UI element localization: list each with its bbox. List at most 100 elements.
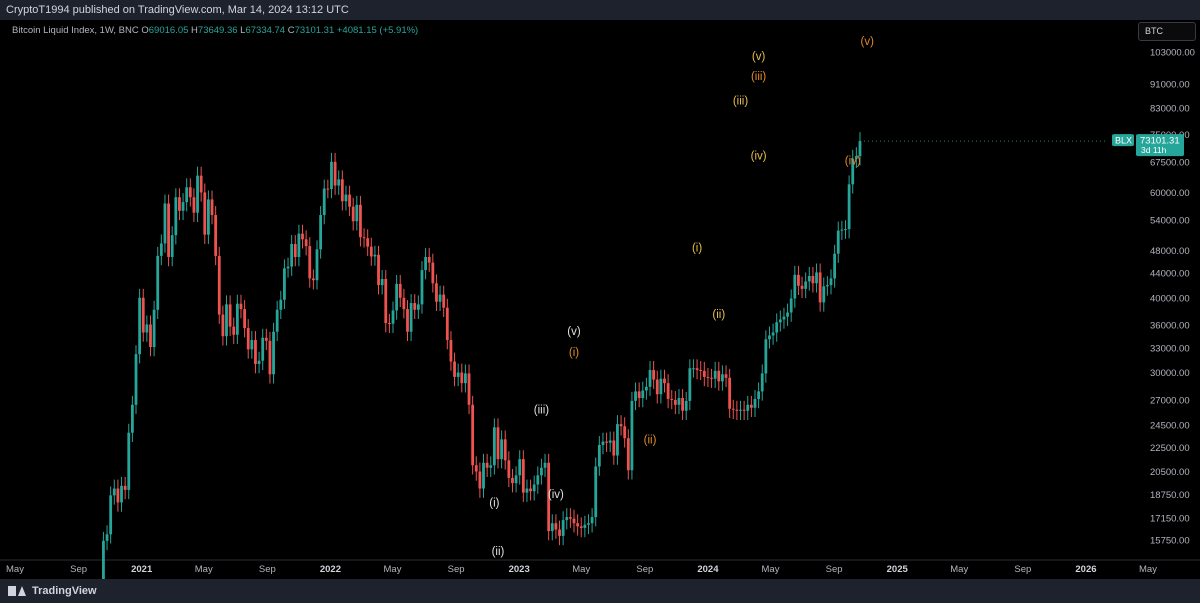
candle-body [579,526,583,528]
x-tick-label: May [762,564,780,575]
candle-body [123,485,127,490]
wave-label: (i) [569,347,579,359]
candle-body [315,249,319,281]
candle-body [753,398,757,408]
candle-body [583,524,587,528]
candle-body [587,523,590,525]
candle-body [778,319,782,323]
candle-body [637,391,641,399]
candle-body [196,175,199,213]
candle-body [138,297,142,355]
candle-body [275,309,279,332]
candle-body [272,331,275,375]
candle-body [279,299,283,310]
candle-body [297,233,301,257]
x-tick-label: 2021 [131,564,153,575]
candle-body [427,256,431,263]
candle-body [836,230,840,254]
candle-body [359,204,362,238]
wave-label: (iv) [845,156,861,168]
candle-body [576,523,580,527]
candle-body [847,184,851,230]
candle-body [326,188,330,190]
candle-body [782,316,786,320]
candle-body [710,377,713,379]
price-chart[interactable]: 103000.0091000.0083000.0075000.0067500.0… [0,20,1200,603]
y-tick-label: 20500.00 [1150,467,1190,478]
price-tag-countdown: 3d 11h [1141,145,1167,155]
candle-body [568,517,572,519]
candle-body [254,340,257,365]
candle-body [235,303,239,335]
x-tick-label: 2026 [1075,564,1096,575]
candle-body [572,518,576,524]
candle-body [811,275,815,284]
candle-body [858,141,862,157]
y-tick-label: 103000.00 [1150,48,1195,59]
candle-body [264,337,268,341]
x-tick-label: May [384,564,402,575]
price-tag-symbol: BLX [1115,136,1132,146]
candle-body [127,432,131,490]
candle-body [550,523,554,532]
wave-label: (v) [752,51,766,63]
candle-body [594,466,598,518]
chart-area[interactable]: 103000.0091000.0083000.0075000.0067500.0… [0,20,1200,603]
legend-close: 73101.31 [294,25,335,36]
candle-body [644,386,648,391]
price-tag-price: 73101.31 [1140,136,1180,147]
candle-body [308,246,312,279]
candle-body [721,374,724,382]
candle-body [456,372,460,377]
candle-body [626,438,630,471]
wave-label: (ii) [712,309,725,321]
y-tick-label: 36000.00 [1150,321,1190,332]
candle-body [453,361,456,377]
y-tick-label: 54000.00 [1150,215,1190,226]
candle-body [525,488,529,493]
candle-body [702,370,706,377]
candle-body [311,278,315,281]
series-legend: Bitcoin Liquid Index, 1W, BNC O69016.05 … [12,25,418,36]
candle-body [478,471,482,489]
footer-bar: TradingView [0,579,1200,603]
candle-body [239,303,243,310]
candle-body [322,188,326,216]
candle-body [185,187,189,203]
candle-body [619,424,623,427]
candle-body [409,303,413,332]
candle-body [377,254,380,286]
candle-body [214,215,218,256]
price-scale [1108,20,1200,579]
y-tick-label: 83000.00 [1150,104,1190,115]
candle-body [431,262,435,284]
candle-body [355,204,359,222]
candle-body [728,377,732,409]
legend-change: +4081.15 (+5.91%) [336,25,419,36]
wave-label: (v) [567,326,581,338]
candle-body [420,270,424,305]
candle-body [366,238,370,247]
wave-label: (i) [489,497,499,509]
candle-body [688,368,692,401]
candle-body [695,368,699,370]
candle-body [518,459,522,476]
candle-body [713,370,717,379]
symbol-box[interactable]: BTC [1138,22,1196,41]
x-tick-label: 2022 [320,564,341,575]
candle-body [112,488,116,496]
x-tick-label: Sep [636,564,653,575]
candle-body [496,427,500,460]
candle-body [416,304,420,310]
candle-body [362,237,366,239]
y-tick-label: 22500.00 [1150,443,1190,454]
candle-body [395,283,399,311]
candle-body [351,206,355,222]
candle-body [228,304,232,327]
candle-body [677,398,681,405]
candle-body [102,540,105,588]
candle-body [340,179,344,202]
y-tick-label: 24500.00 [1150,421,1190,432]
candle-body [192,197,196,213]
legend-open-key: O [141,25,149,36]
